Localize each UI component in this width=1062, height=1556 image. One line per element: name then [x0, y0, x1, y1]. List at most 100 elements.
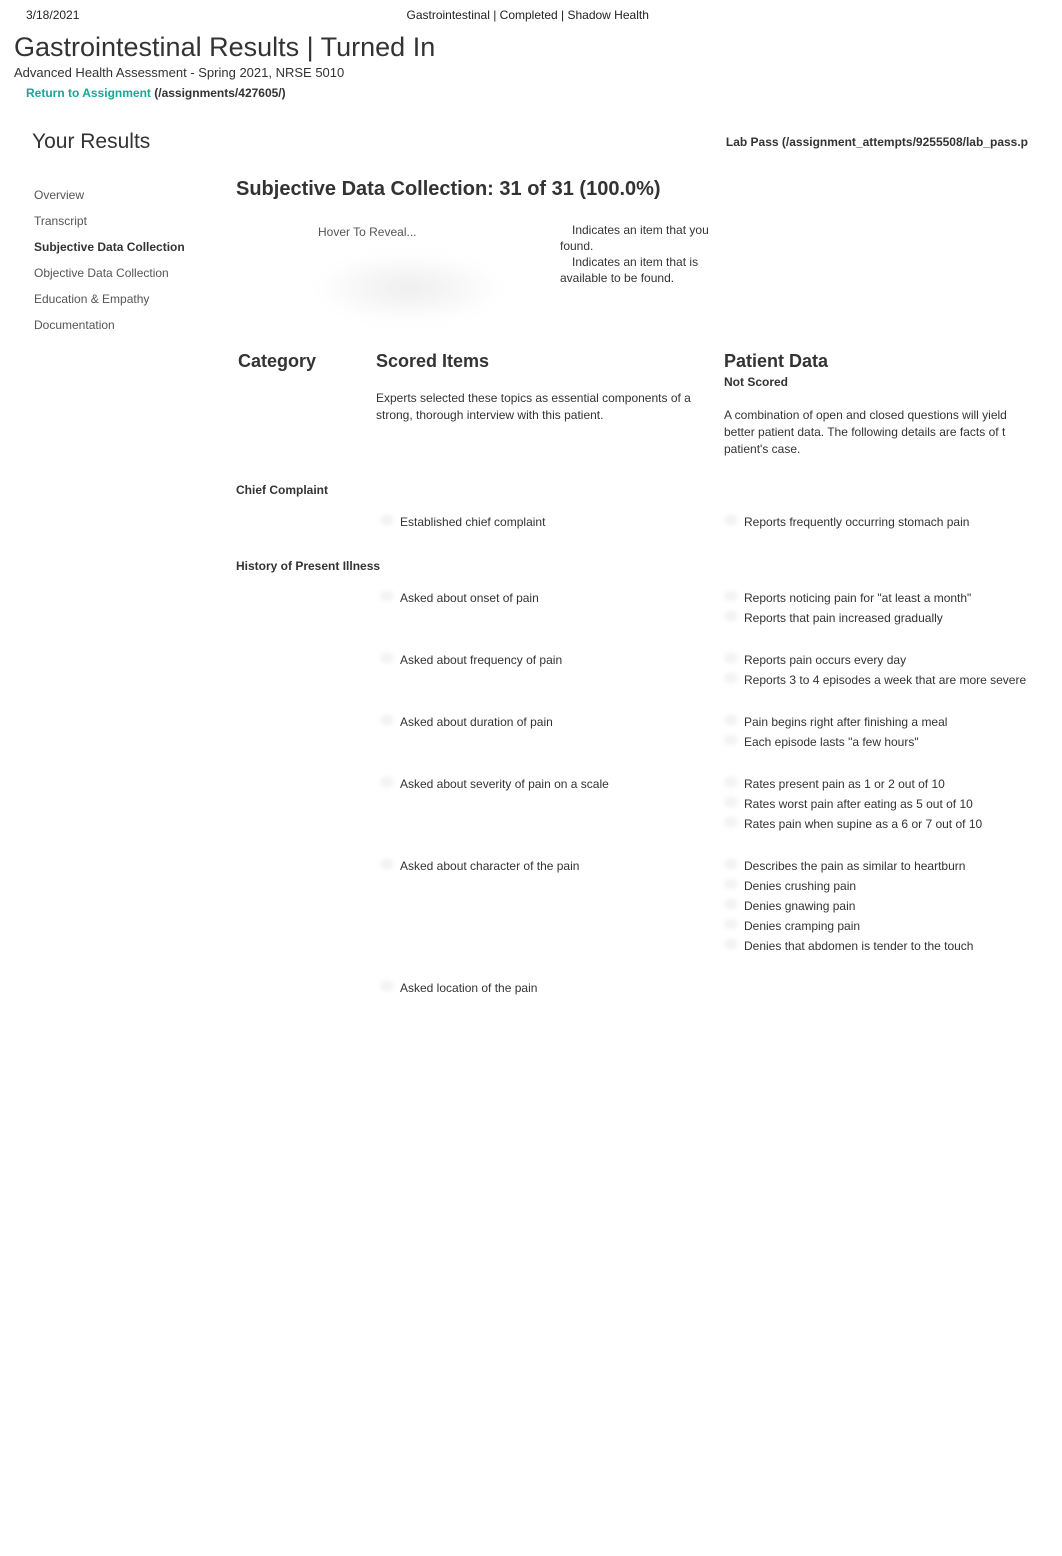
patient-item-text: Denies that abdomen is tender to the tou… [744, 937, 973, 955]
patient-cell: Describes the pain as similar to heartbu… [696, 857, 1038, 957]
found-dot-icon [380, 589, 400, 603]
row-spacer [236, 775, 376, 835]
row-spacer [236, 589, 376, 629]
scored-item-text: Asked location of the pain [400, 979, 537, 997]
patient-item-text: Pain begins right after finishing a meal [744, 713, 947, 731]
found-dot-icon [724, 795, 744, 809]
item-row: Asked about character of the pain Describ… [236, 857, 1038, 957]
patient-cell: Reports frequently occurring stomach pai… [696, 513, 1038, 533]
patient-item: Denies cramping pain [724, 917, 1038, 935]
patient-item: Denies gnawing pain [724, 897, 1038, 915]
found-dot-icon [380, 775, 400, 789]
row-spacer [236, 513, 376, 533]
found-dot-icon [380, 979, 400, 993]
results-container: Your Results Lab Pass (/assignment_attem… [24, 118, 1038, 1041]
return-to-assignment-link[interactable]: Return to Assignment [26, 86, 151, 100]
patient-cell: Pain begins right after finishing a meal… [696, 713, 1038, 753]
patient-item: Pain begins right after finishing a meal [724, 713, 1038, 731]
patient-cell: Reports noticing pain for "at least a mo… [696, 589, 1038, 629]
found-dot-icon [380, 857, 400, 871]
page-meta-bar: 3/18/2021 Gastrointestinal | Completed |… [0, 0, 1062, 28]
col-scored: Scored Items Experts selected these topi… [376, 351, 696, 457]
legend-found-sub: found. [560, 239, 1038, 253]
scored-item: Asked location of the pain [380, 979, 696, 997]
column-headers: Category Scored Items Experts selected t… [236, 351, 1038, 457]
content-row: Overview Transcript Subjective Data Coll… [24, 172, 1038, 1041]
patient-item-text: Describes the pain as similar to heartbu… [744, 857, 965, 875]
patient-item: Rates present pain as 1 or 2 out of 10 [724, 775, 1038, 793]
patient-item: Reports noticing pain for "at least a mo… [724, 589, 1038, 607]
return-path: (/assignments/427605/) [151, 86, 286, 100]
section-title: Subjective Data Collection: 31 of 31 (10… [236, 178, 1038, 201]
category-header: History of Present Illness [236, 559, 1038, 573]
scored-cell: Asked location of the pain [376, 979, 696, 999]
scored-item: Asked about duration of pain [380, 713, 696, 731]
found-dot-icon [724, 917, 744, 931]
found-dot-icon [380, 651, 400, 665]
course-line: Advanced Health Assessment - Spring 2021… [14, 65, 1036, 80]
hover-reveal-hidden[interactable] [314, 253, 504, 323]
found-dot-icon [380, 513, 400, 527]
col-patient: Patient Data Not Scored A combination of… [696, 351, 1038, 457]
scored-item: Asked about character of the pain [380, 857, 696, 875]
row-spacer [236, 857, 376, 957]
patient-item-text: Reports that pain increased gradually [744, 609, 943, 627]
patient-item-text: Rates worst pain after eating as 5 out o… [744, 795, 973, 813]
row-spacer [236, 979, 376, 999]
th-patient-desc: A combination of open and closed questio… [724, 407, 1038, 457]
patient-item: Rates pain when supine as a 6 or 7 out o… [724, 815, 1038, 833]
legend-avail-sub: available to be found. [560, 271, 1038, 285]
categories-list: Chief ComplaintEstablished chief complai… [236, 483, 1038, 999]
th-category: Category [238, 351, 376, 372]
patient-cell: Reports pain occurs every day Reports 3 t… [696, 651, 1038, 691]
scored-item: Established chief complaint [380, 513, 696, 531]
sidebar-item-objective-data[interactable]: Objective Data Collection [34, 260, 218, 286]
sidebar-item-documentation[interactable]: Documentation [34, 312, 218, 338]
scored-cell: Asked about frequency of pain [376, 651, 696, 691]
legend-avail-line: Indicates an item that is [560, 253, 1038, 271]
sidebar: Overview Transcript Subjective Data Coll… [24, 172, 224, 1041]
sidebar-item-education-empathy[interactable]: Education & Empathy [34, 286, 218, 312]
row-spacer [236, 651, 376, 691]
legend-found-text: Indicates an item that you [572, 223, 709, 237]
page-title: Gastrointestinal Results | Turned In [14, 32, 1036, 63]
scored-cell: Established chief complaint [376, 513, 696, 533]
meta-spacer [976, 8, 1036, 22]
print-date: 3/18/2021 [26, 8, 79, 22]
patient-item: Reports frequently occurring stomach pai… [724, 513, 1038, 531]
your-results-heading: Your Results [32, 130, 150, 154]
col-category: Category [236, 351, 376, 457]
item-row: Established chief complaint Reports frequ… [236, 513, 1038, 533]
scored-item-text: Asked about character of the pain [400, 857, 579, 875]
item-row: Asked about onset of pain Reports noticin… [236, 589, 1038, 629]
sidebar-item-subjective-data[interactable]: Subjective Data Collection [34, 234, 218, 260]
patient-item: Reports pain occurs every day [724, 651, 1038, 669]
scored-cell: Asked about duration of pain [376, 713, 696, 753]
patient-item-text: Rates present pain as 1 or 2 out of 10 [744, 775, 945, 793]
scored-item: Asked about onset of pain [380, 589, 696, 607]
legend-row: Hover To Reveal... Indicates an item tha… [236, 221, 1038, 323]
found-dot-icon [724, 815, 744, 829]
item-row: Asked about duration of painPain begins … [236, 713, 1038, 753]
sidebar-item-transcript[interactable]: Transcript [34, 208, 218, 234]
item-row: Asked about frequency of painReports pai… [236, 651, 1038, 691]
row-spacer [236, 713, 376, 753]
found-dot-icon [724, 671, 744, 685]
title-block: Gastrointestinal Results | Turned In Adv… [0, 28, 1062, 114]
lab-pass-link[interactable]: Lab Pass (/assignment_attempts/9255508/l… [726, 135, 1028, 149]
legend-found-line: Indicates an item that you [560, 221, 1038, 239]
legend-avail-text: Indicates an item that is [572, 255, 698, 269]
patient-item-text: Reports noticing pain for "at least a mo… [744, 589, 971, 607]
found-dot-icon [724, 877, 744, 891]
found-dot-icon [724, 589, 744, 603]
found-dot-icon [724, 775, 744, 789]
main-column: Subjective Data Collection: 31 of 31 (10… [224, 172, 1038, 1041]
th-patient: Patient Data [724, 351, 1038, 372]
bottom-space [0, 1041, 1062, 1161]
scored-cell: Asked about onset of pain [376, 589, 696, 629]
found-dot-icon [724, 937, 744, 951]
sidebar-item-overview[interactable]: Overview [34, 182, 218, 208]
patient-item: Each episode lasts "a few hours" [724, 733, 1038, 751]
patient-item-text: Reports 3 to 4 episodes a week that are … [744, 671, 1026, 689]
patient-item-text: Reports pain occurs every day [744, 651, 906, 669]
